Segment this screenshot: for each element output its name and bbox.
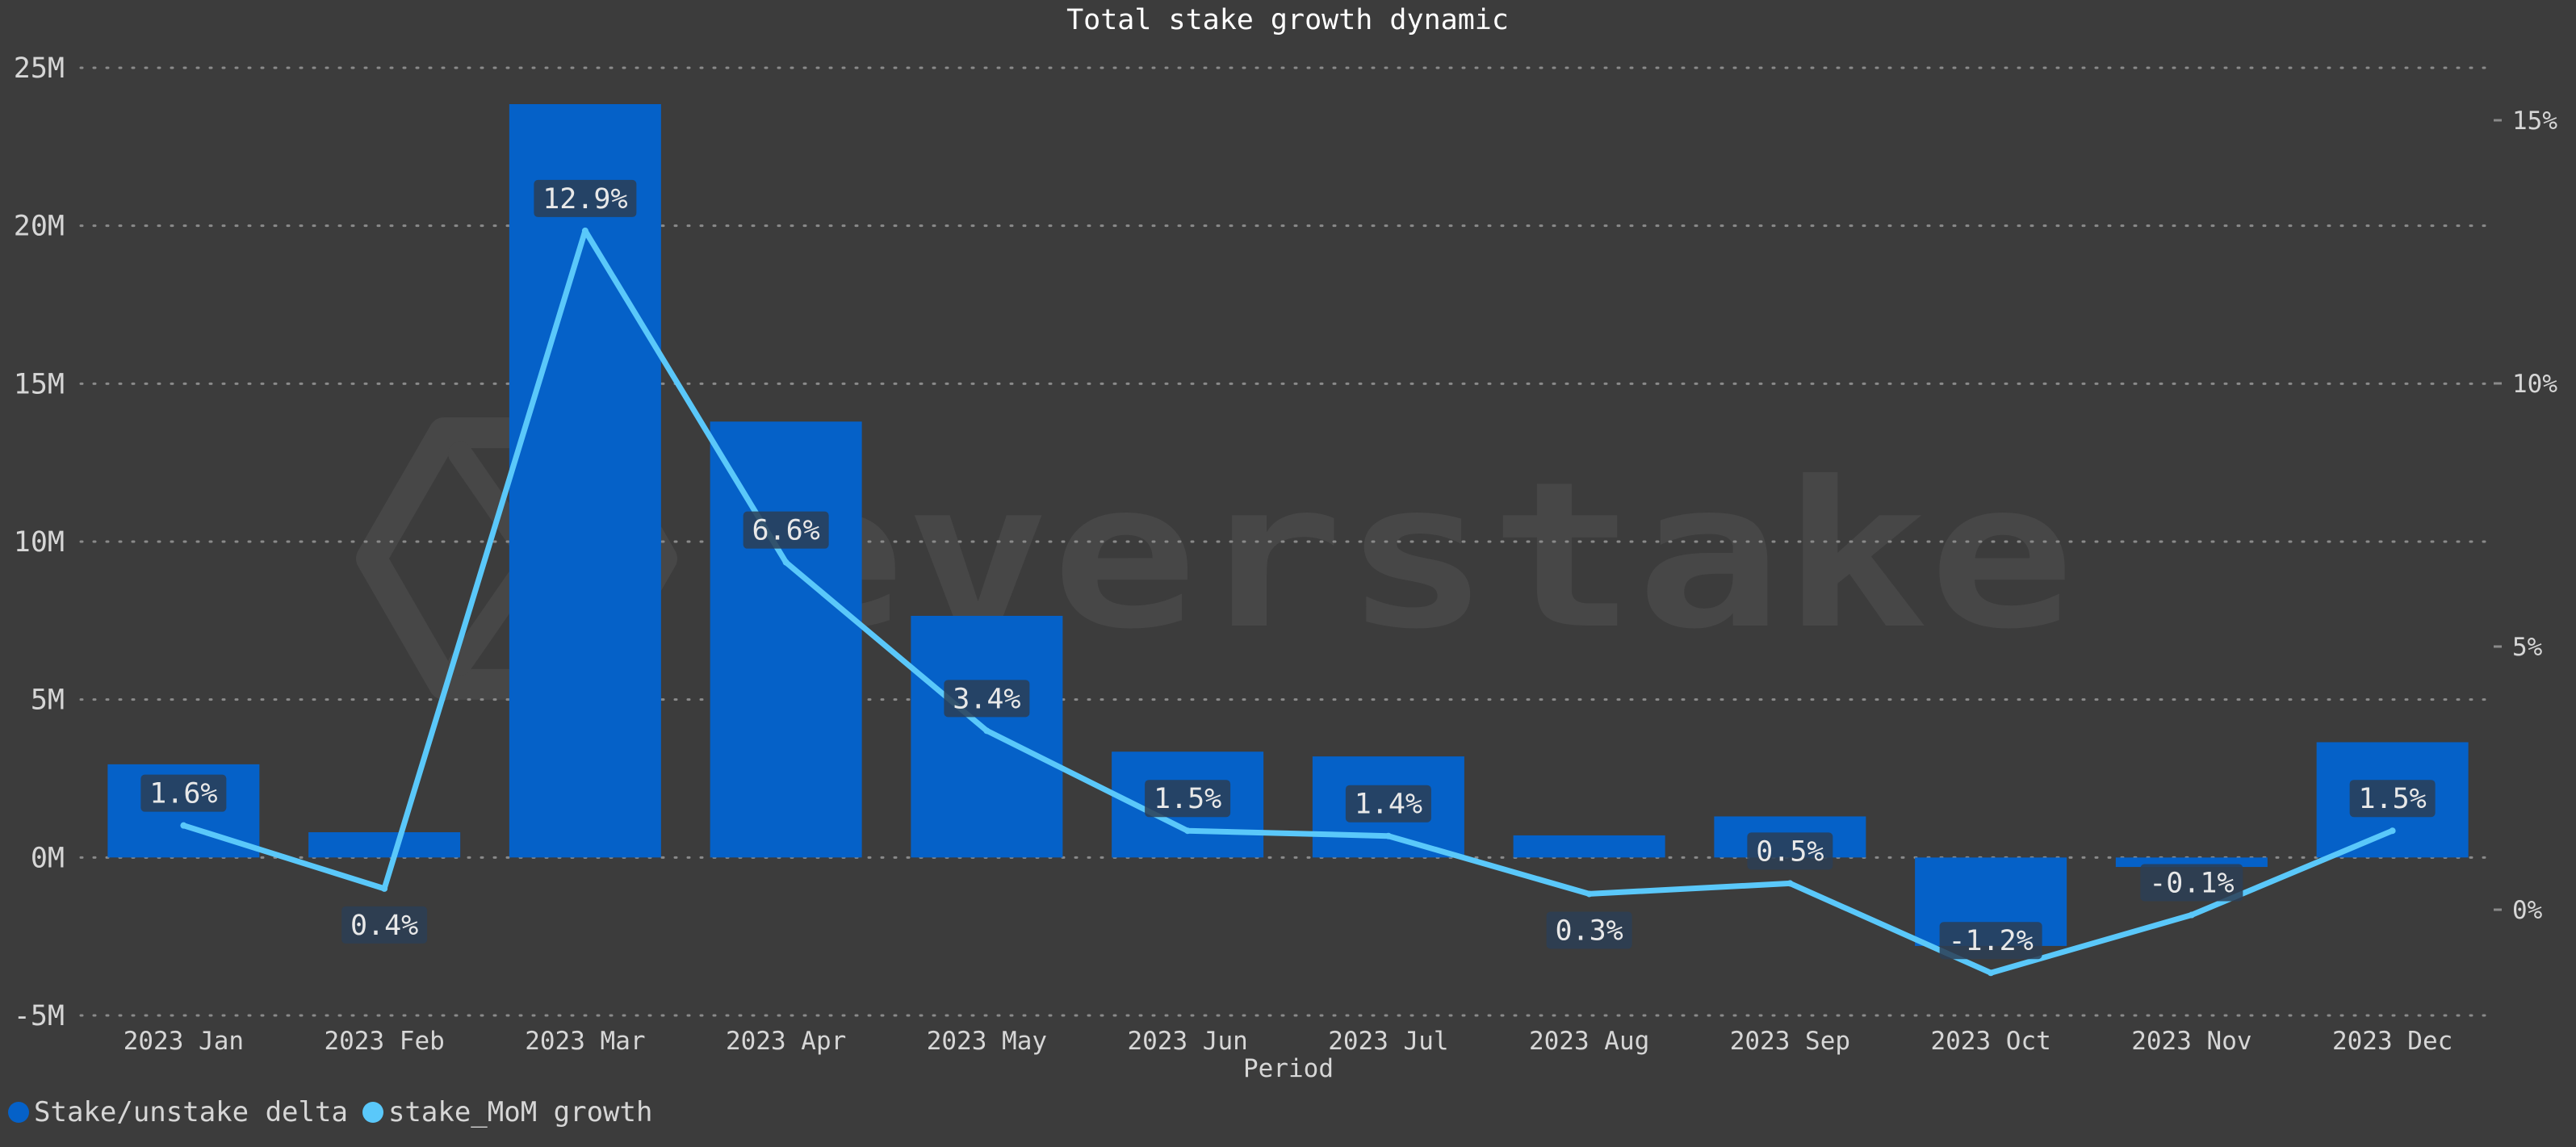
data-label-bg	[140, 774, 227, 812]
data-label-text: 1.4%	[1355, 789, 1422, 821]
data-label: -1.2%	[1939, 922, 2042, 960]
data-label-text: 12.9%	[542, 183, 627, 216]
data-label-text: -0.1%	[2149, 868, 2234, 900]
data-label-bg	[944, 680, 1030, 718]
y2-tick-label: 5%	[2512, 633, 2543, 662]
line-point[interactable]	[1384, 832, 1392, 839]
legend: Stake/unstake delta stake_MoM growth	[8, 1096, 667, 1128]
bar[interactable]	[2115, 857, 2268, 868]
x-axis-title: Period	[1243, 1054, 1334, 1083]
axes: -5M 0M 5M 10M 15M 20M 25M 0% 5% 10% 15% 2023 Jan 202…	[14, 52, 2558, 1056]
line-point[interactable]	[1184, 827, 1192, 835]
y-tick-label: 20M	[14, 211, 65, 243]
bar[interactable]	[710, 421, 862, 858]
bar[interactable]	[911, 615, 1063, 858]
data-label: 1.6%	[140, 774, 227, 812]
line-point[interactable]	[180, 822, 187, 829]
data-label: 0.3%	[1546, 911, 1632, 949]
data-label: 1.5%	[1145, 780, 1231, 818]
data-label-bg	[2140, 864, 2243, 902]
data-label: 12.9%	[534, 179, 637, 217]
data-label: 0.5%	[1747, 832, 1833, 870]
x-tick-label: 2023 Aug	[1529, 1027, 1649, 1056]
data-label-bg	[1546, 911, 1632, 949]
data-label-text: -1.2%	[1948, 925, 2033, 957]
bar[interactable]	[308, 832, 461, 858]
data-label: -0.1%	[2140, 864, 2243, 902]
bar[interactable]	[509, 104, 661, 858]
data-label-text: 0.5%	[1756, 835, 1824, 868]
data-label-bg	[1939, 922, 2042, 960]
data-label-bg	[1345, 785, 1431, 823]
y2-tick-label: 10%	[2512, 370, 2557, 399]
legend-swatch-mom-growth	[362, 1102, 383, 1123]
data-label: 6.6%	[743, 511, 829, 549]
x-tick-label: 2023 Oct	[1930, 1027, 2050, 1056]
data-label-bg	[534, 179, 637, 217]
y-tick-label: 25M	[14, 52, 65, 85]
data-labels: 1.6% 0.4% 12.9% 6.6% 3.4% 1.5% 1.4% 0.3% 0.5% -1.…	[140, 179, 2436, 960]
legend-item-stake-delta[interactable]: Stake/unstake delta	[8, 1096, 348, 1128]
x-tick-label: 2023 Feb	[324, 1027, 444, 1056]
data-label-text: 0.3%	[1555, 915, 1623, 947]
data-label-bg	[743, 511, 829, 549]
legend-swatch-stake-delta	[8, 1102, 29, 1123]
data-label: 1.4%	[1345, 785, 1431, 823]
line-point[interactable]	[581, 227, 589, 234]
x-tick-label: 2023 Apr	[726, 1027, 846, 1056]
x-tick-label: 2023 Nov	[2131, 1027, 2251, 1056]
line-point[interactable]	[782, 559, 790, 566]
x-tick-label: 2023 Sep	[1730, 1027, 1850, 1056]
data-label-text: 1.6%	[149, 778, 217, 810]
gridlines	[79, 66, 2492, 1017]
line-point[interactable]	[1987, 969, 1995, 977]
y-tick-label: 10M	[14, 526, 65, 559]
x-tick-label: 2023 Jun	[1127, 1027, 1247, 1056]
data-label-bg	[1145, 780, 1231, 818]
data-label: 0.4%	[341, 906, 428, 944]
data-label-bg	[341, 906, 428, 944]
y-tick-label: 5M	[31, 684, 65, 717]
y2-tick-label: 0%	[2512, 896, 2543, 925]
data-label: 3.4%	[944, 680, 1030, 718]
x-tick-label: 2023 Jul	[1328, 1027, 1448, 1056]
line-series	[180, 227, 2396, 977]
legend-label-stake-delta: Stake/unstake delta	[34, 1096, 348, 1128]
data-label-bg	[2349, 780, 2436, 818]
line-point[interactable]	[381, 885, 388, 892]
line-point[interactable]	[2389, 827, 2396, 835]
line-point[interactable]	[1786, 880, 1794, 887]
x-tick-label: 2023 Jan	[124, 1027, 244, 1056]
mom-growth-line[interactable]	[180, 228, 2396, 976]
data-label: 1.5%	[2349, 780, 2436, 818]
y-tick-label: 0M	[31, 842, 65, 874]
data-label-text: 0.4%	[350, 910, 418, 942]
line-point[interactable]	[2188, 911, 2195, 919]
y2-tick-label: 15%	[2512, 107, 2557, 136]
chart-title: Total stake growth dynamic	[1066, 4, 1509, 36]
line-point[interactable]	[983, 727, 991, 735]
legend-label-mom-growth: stake_MoM growth	[387, 1096, 653, 1128]
data-label-bg	[1747, 832, 1833, 870]
bar[interactable]	[1513, 835, 1665, 858]
y-tick-label: 15M	[14, 368, 65, 400]
x-tick-label: 2023 Dec	[2332, 1027, 2452, 1056]
data-label-text: 3.4%	[953, 683, 1020, 715]
legend-item-mom-growth[interactable]: stake_MoM growth	[362, 1096, 653, 1128]
data-label-text: 1.5%	[1154, 783, 1221, 815]
data-label-text: 1.5%	[2358, 783, 2426, 815]
x-tick-label: 2023 Mar	[525, 1027, 645, 1056]
line-point[interactable]	[1585, 890, 1593, 898]
x-tick-label: 2023 May	[927, 1027, 1047, 1056]
y-tick-label: -5M	[14, 1000, 65, 1032]
data-label-text: 6.6%	[752, 515, 819, 547]
